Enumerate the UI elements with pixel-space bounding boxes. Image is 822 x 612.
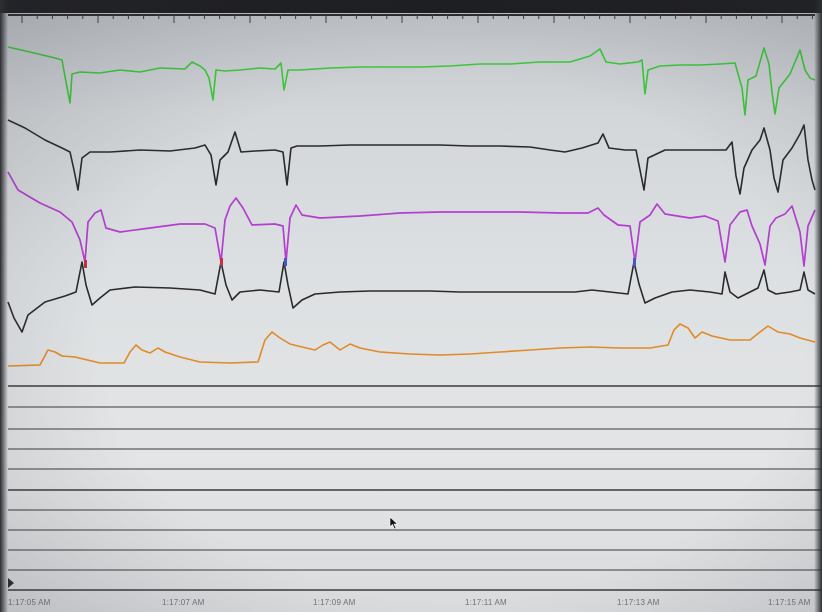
time-label: 1:17:15 AM xyxy=(768,598,811,607)
monitor-bezel-right xyxy=(814,0,822,612)
trace-orange xyxy=(7,323,816,367)
channel-gridlines xyxy=(8,385,822,591)
monitor-bezel-top xyxy=(0,0,822,13)
time-label: 1:17:13 AM xyxy=(617,598,660,607)
monitor-bezel-left xyxy=(0,0,8,612)
crossing-markers xyxy=(84,258,636,268)
trace-black-lower xyxy=(7,261,816,333)
time-label: 1:17:07 AM xyxy=(162,598,205,607)
mouse-pointer-icon xyxy=(389,516,399,530)
time-label: 1:17:09 AM xyxy=(313,598,356,607)
trace-black-upper xyxy=(7,119,816,195)
trace-green xyxy=(7,46,816,116)
time-axis: 1:17:05 AM 1:17:07 AM 1:17:09 AM 1:17:11… xyxy=(0,596,822,612)
trace-purple xyxy=(7,171,816,267)
left-scroll-arrow-icon[interactable] xyxy=(8,578,14,588)
time-label: 1:17:05 AM xyxy=(8,598,51,607)
time-label: 1:17:11 AM xyxy=(465,598,507,607)
tick-marks xyxy=(21,15,813,23)
